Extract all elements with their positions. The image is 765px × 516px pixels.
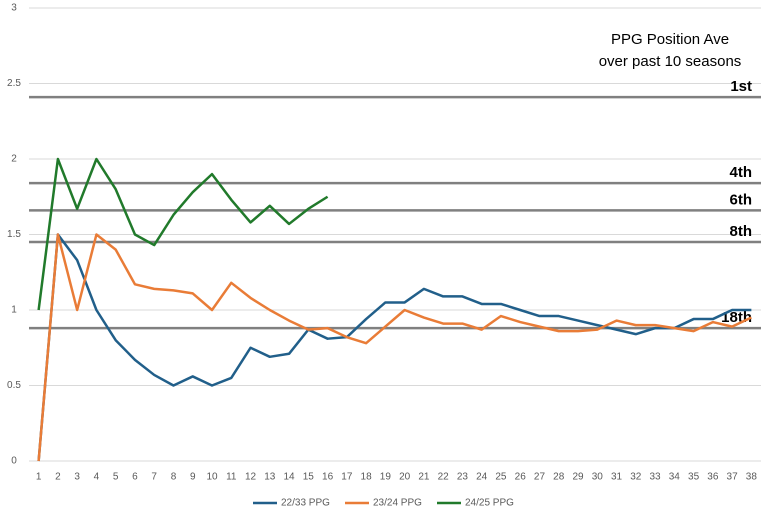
x-tick-label: 26 [515, 472, 527, 483]
x-tick-label: 21 [418, 472, 430, 483]
x-tick-label: 35 [688, 472, 700, 483]
x-tick-label: 27 [534, 472, 546, 483]
x-tick-label: 19 [380, 472, 392, 483]
y-tick-label: 2.5 [7, 78, 21, 89]
x-tick-label: 20 [399, 472, 411, 483]
x-tick-label: 24 [476, 472, 488, 483]
y-tick-label: 1.5 [7, 229, 21, 240]
y-tick-label: 0 [11, 456, 17, 467]
annotation: over past 10 seasons [599, 53, 742, 70]
x-tick-label: 28 [553, 472, 565, 483]
series-line [37, 157, 329, 311]
reference-label: 6th [730, 191, 753, 208]
x-tick-label: 9 [190, 472, 196, 483]
x-tick-label: 3 [74, 472, 80, 483]
legend-label: 24/25 PPG [465, 498, 514, 509]
x-tick-label: 1 [36, 472, 42, 483]
x-tick-label: 16 [322, 472, 334, 483]
x-tick-label: 32 [630, 472, 642, 483]
legend-label: 22/33 PPG [281, 498, 330, 509]
x-tick-label: 37 [727, 472, 739, 483]
x-tick-label: 2 [55, 472, 61, 483]
x-tick-label: 29 [572, 472, 584, 483]
x-tick-label: 38 [746, 472, 758, 483]
reference-label: 4th [730, 164, 753, 181]
x-tick-label: 6 [132, 472, 138, 483]
series-line [37, 233, 752, 462]
x-tick-label: 33 [649, 472, 661, 483]
x-tick-label: 18 [361, 472, 373, 483]
x-tick-label: 22 [438, 472, 450, 483]
y-tick-label: 0.5 [7, 380, 21, 391]
x-tick-label: 5 [113, 472, 119, 483]
x-tick-label: 13 [264, 472, 276, 483]
reference-label: 1st [730, 78, 752, 95]
y-tick-label: 2 [11, 154, 17, 165]
x-tick-label: 30 [592, 472, 604, 483]
legend-label: 23/24 PPG [373, 498, 422, 509]
x-tick-label: 31 [611, 472, 623, 483]
series-line [37, 233, 752, 462]
y-tick-label: 3 [11, 3, 17, 14]
x-tick-label: 34 [669, 472, 681, 483]
x-tick-label: 11 [226, 472, 237, 483]
x-tick-label: 36 [707, 472, 719, 483]
x-tick-label: 15 [303, 472, 315, 483]
x-tick-label: 7 [151, 472, 157, 483]
x-tick-label: 10 [206, 472, 218, 483]
x-tick-label: 12 [245, 472, 257, 483]
x-tick-label: 14 [283, 472, 295, 483]
annotation: PPG Position Ave [611, 31, 729, 48]
x-tick-label: 4 [94, 472, 100, 483]
x-tick-label: 25 [495, 472, 507, 483]
x-tick-label: 8 [171, 472, 177, 483]
x-tick-label: 23 [457, 472, 469, 483]
reference-label: 8th [730, 223, 753, 240]
y-tick-label: 1 [11, 305, 17, 316]
x-tick-label: 17 [341, 472, 353, 483]
